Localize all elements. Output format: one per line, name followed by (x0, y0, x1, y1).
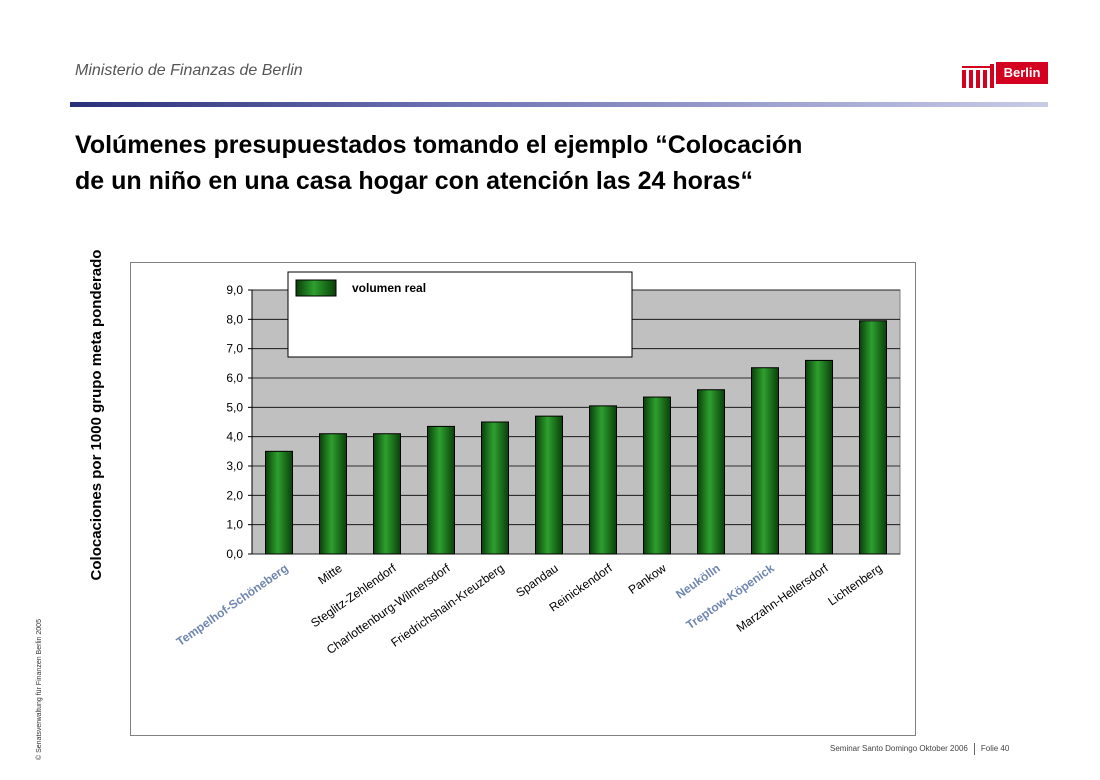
x-category-label: Neukölln (673, 561, 723, 602)
bar (589, 405, 617, 555)
y-tick-label: 0,0 (226, 547, 243, 561)
x-category-label: Pankow (626, 561, 669, 597)
bar (751, 367, 779, 555)
title-line-2: de un niño en una casa hogar con atenció… (75, 167, 753, 195)
bar (319, 433, 347, 555)
bar (481, 421, 509, 555)
ministry-name: Ministerio de Finanzas de Berlin (75, 62, 303, 79)
x-category-label: Treptow-Köpenick (683, 561, 776, 632)
legend-swatch (295, 279, 337, 297)
y-tick-label: 4,0 (226, 430, 243, 444)
legend: volumen real (287, 271, 633, 358)
bar-chart: 0,0 1,0 2,0 3,0 4,0 5,0 6,0 7,0 8,0 9,0 Tempelhof… (174, 271, 901, 657)
copyright-credit: © Senatsverwaltung für Finanzen Berlin 2… (36, 619, 43, 760)
bar (643, 396, 671, 555)
logo-text: Berlin (996, 62, 1048, 84)
x-category-label: Spandau (513, 561, 560, 600)
legend-label: volumen real (352, 281, 426, 295)
x-category-label: Tempelhof-Schöneberg (174, 561, 291, 649)
footer-seminar: Seminar Santo Domingo Oktober 2006 (830, 744, 968, 754)
y-tick-label: 3,0 (226, 459, 243, 473)
title-line-1: Volúmenes presupuestados tomando el ejem… (75, 131, 803, 159)
bar (805, 359, 833, 555)
x-category-label: Mitte (315, 561, 345, 588)
footer-slide-number: Folie 40 (980, 744, 1010, 754)
legend-box (287, 271, 633, 358)
bar (373, 433, 401, 555)
y-tick-label: 7,0 (226, 342, 243, 356)
y-tick-label: 9,0 (226, 283, 243, 297)
y-tick-label: 5,0 (226, 400, 243, 414)
bar (859, 320, 887, 555)
footer: Seminar Santo Domingo Oktober 2006 Folie … (830, 743, 1009, 755)
y-tick-label: 8,0 (226, 312, 243, 326)
bar (265, 450, 293, 555)
bar (535, 415, 563, 555)
header-rule (70, 102, 1048, 107)
y-tick-label: 6,0 (226, 371, 243, 385)
bar (427, 425, 455, 555)
y-tick-label: 1,0 (226, 518, 243, 532)
berlin-logo (962, 64, 994, 88)
bar (697, 389, 725, 555)
y-tick-label: 2,0 (226, 488, 243, 502)
x-category-label: Marzahn-Hellersdorf (734, 561, 832, 635)
page-title: Volúmenes presupuestados tomando el ejem… (75, 127, 1035, 199)
footer-separator (973, 743, 975, 755)
y-axis-label: Colocaciones por 1000 grupo meta pondera… (88, 249, 105, 581)
x-category-label: Lichtenberg (825, 561, 884, 608)
